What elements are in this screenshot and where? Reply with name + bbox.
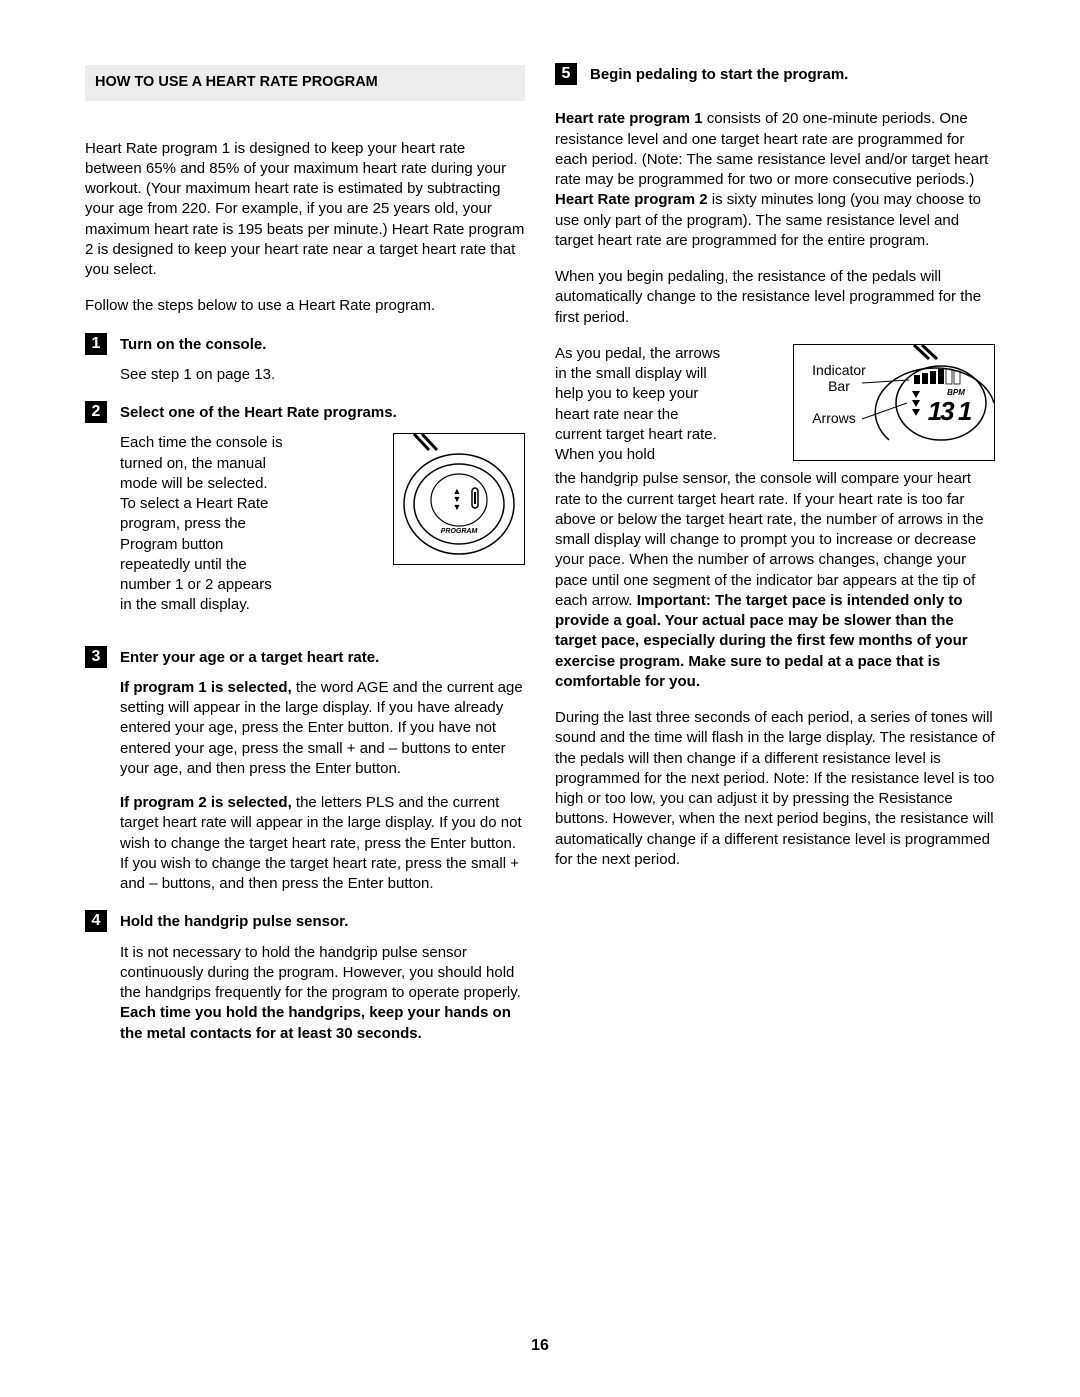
bpm-display-svg: BPM 13 1 Indicator Bar Arrows [794, 345, 994, 460]
step-5-p3a: As you pedal, the arrows in the small di… [555, 344, 725, 466]
intro-paragraph-1: Heart Rate program 1 is designed to keep… [85, 139, 525, 281]
step-5-p2: When you begin pedaling, the resistance … [555, 267, 995, 328]
step-1-body: See step 1 on page 13. [120, 365, 525, 385]
step-5-p1: Heart rate program 1 consists of 20 one-… [555, 109, 995, 251]
step-3-p2: If program 2 is selected, the letters PL… [120, 793, 525, 894]
step-1-text: See step 1 on page 13. [120, 365, 525, 385]
step-5-body: Heart rate program 1 consists of 20 one-… [555, 109, 995, 870]
bpm-display-box: BPM 13 1 Indicator Bar Arrows [793, 344, 995, 461]
step-3-title: Enter your age or a target heart rate. [120, 648, 525, 668]
svg-text:▼: ▼ [453, 502, 462, 512]
step-5-p1-b1: Heart rate program 1 [555, 110, 703, 127]
step-5: 5 Begin pedaling to start the program. [555, 65, 995, 85]
arrows-icon [912, 391, 920, 416]
step-3-body: If program 1 is selected, the word AGE a… [120, 678, 525, 895]
step-4-body: It is not necessary to hold the handgrip… [120, 943, 525, 1044]
step-5-p1-b2: Heart Rate program 2 [555, 191, 708, 208]
step-3: 3 Enter your age or a target heart rate.… [85, 648, 525, 895]
columns: HOW TO USE A HEART RATE PROGRAM Heart Ra… [85, 65, 995, 1058]
console-display-box: ▲ ▼ ▼ PROGRAM [393, 433, 525, 565]
step-number-5: 5 [555, 63, 577, 85]
section-title: HOW TO USE A HEART RATE PROGRAM [85, 65, 525, 101]
step-4: 4 Hold the handgrip pulse sensor. It is … [85, 912, 525, 1044]
step-4-p1: It is not necessary to hold the handgrip… [120, 943, 525, 1044]
bpm-value: 13 1 [928, 396, 972, 426]
page: HOW TO USE A HEART RATE PROGRAM Heart Ra… [0, 0, 1080, 1397]
step-5-p4: During the last three seconds of each pe… [555, 708, 995, 870]
step-3-p2-bold: If program 2 is selected, [120, 794, 292, 811]
program-label: PROGRAM [441, 528, 478, 535]
step-2-text: Each time the console is turned on, the … [120, 433, 285, 615]
step-4-p1-bold: Each time you hold the handgrips, keep y… [120, 1004, 511, 1041]
step-2-title: Select one of the Heart Rate programs. [120, 403, 525, 423]
bpm-display-figure: BPM 13 1 Indicator Bar Arrows [793, 344, 995, 461]
step-number-4: 4 [85, 910, 107, 932]
step-2: 2 Select one of the Heart Rate programs. [85, 403, 525, 630]
step-5-title: Begin pedaling to start the program. [555, 65, 995, 85]
indicator-label: Indicator [812, 362, 866, 378]
step-3-p1: If program 1 is selected, the word AGE a… [120, 678, 525, 779]
step-number-1: 1 [85, 333, 107, 355]
step-number-2: 2 [85, 401, 107, 423]
step-4-p1-text: It is not necessary to hold the handgrip… [120, 944, 521, 1002]
right-column: 5 Begin pedaling to start the program. H… [555, 65, 995, 1058]
step-2-body: ▲ ▼ ▼ PROGRAM Each time the console is t… [120, 433, 525, 629]
step-number-3: 3 [85, 646, 107, 668]
step-5-p3b: the handgrip pulse sensor, the console w… [555, 469, 995, 692]
bar-label: Bar [828, 378, 850, 394]
page-number: 16 [0, 1335, 1080, 1357]
step-5-p3b-text: the handgrip pulse sensor, the console w… [555, 470, 984, 609]
step-3-p1-bold: If program 1 is selected, [120, 679, 292, 696]
arrows-label: Arrows [812, 410, 856, 426]
console-display-svg: ▲ ▼ ▼ PROGRAM [394, 434, 524, 564]
console-display-figure: ▲ ▼ ▼ PROGRAM [393, 433, 525, 565]
left-column: HOW TO USE A HEART RATE PROGRAM Heart Ra… [85, 65, 525, 1058]
step-1-title: Turn on the console. [120, 335, 525, 355]
step-4-title: Hold the handgrip pulse sensor. [120, 912, 525, 932]
intro-paragraph-2: Follow the steps below to use a Heart Ra… [85, 296, 525, 316]
step-1: 1 Turn on the console. See step 1 on pag… [85, 335, 525, 386]
indicator-bar-icon [914, 369, 960, 384]
